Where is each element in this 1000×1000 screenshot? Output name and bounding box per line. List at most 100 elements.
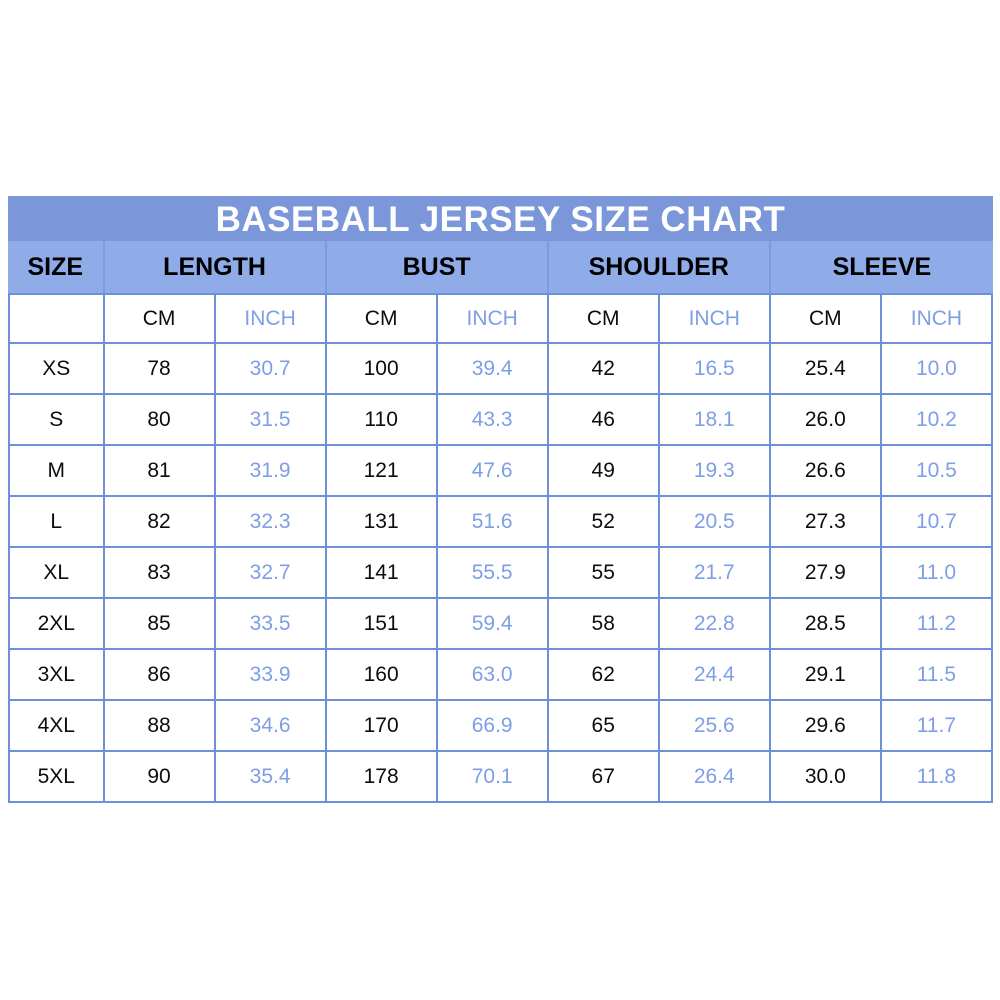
size-cell: S: [8, 395, 105, 446]
inch-value-cell: 10.5: [881, 446, 993, 497]
table-row: XS 78 30.7 100 39.4 42 16.5 25.4 10.0: [8, 344, 993, 395]
cm-value-cell: 141: [326, 548, 438, 599]
unit-label-length-cm: CM: [104, 293, 216, 344]
inch-value-cell: 10.0: [881, 344, 993, 395]
inch-value-cell: 43.3: [437, 395, 549, 446]
cm-value-cell: 30.0: [770, 752, 882, 803]
inch-value-cell: 10.2: [881, 395, 993, 446]
table-row: M 81 31.9 121 47.6 49 19.3 26.6 10.5: [8, 446, 993, 497]
cm-value-cell: 121: [326, 446, 438, 497]
unit-header-row: CM INCH CM INCH CM INCH CM INCH: [8, 293, 993, 344]
inch-value-cell: 22.8: [659, 599, 771, 650]
cm-value-cell: 110: [326, 395, 438, 446]
size-cell: M: [8, 446, 105, 497]
inch-value-cell: 11.8: [881, 752, 993, 803]
unit-label-sleeve-cm: CM: [770, 293, 882, 344]
cm-value-cell: 65: [548, 701, 660, 752]
inch-value-cell: 70.1: [437, 752, 549, 803]
table-row: XL 83 32.7 141 55.5 55 21.7 27.9 11.0: [8, 548, 993, 599]
cm-value-cell: 28.5: [770, 599, 882, 650]
table-row: 4XL 88 34.6 170 66.9 65 25.6 29.6 11.7: [8, 701, 993, 752]
inch-value-cell: 32.3: [215, 497, 327, 548]
column-header-size: SIZE: [8, 241, 105, 293]
cm-value-cell: 55: [548, 548, 660, 599]
inch-value-cell: 47.6: [437, 446, 549, 497]
cm-value-cell: 46: [548, 395, 660, 446]
inch-value-cell: 18.1: [659, 395, 771, 446]
cm-value-cell: 25.4: [770, 344, 882, 395]
inch-value-cell: 11.5: [881, 650, 993, 701]
inch-value-cell: 11.2: [881, 599, 993, 650]
cm-value-cell: 88: [104, 701, 216, 752]
table-row: 3XL 86 33.9 160 63.0 62 24.4 29.1 11.5: [8, 650, 993, 701]
blank-corner-cell: [8, 293, 105, 344]
table-row: 2XL 85 33.5 151 59.4 58 22.8 28.5 11.2: [8, 599, 993, 650]
cm-value-cell: 49: [548, 446, 660, 497]
cm-value-cell: 151: [326, 599, 438, 650]
cm-value-cell: 58: [548, 599, 660, 650]
cm-value-cell: 90: [104, 752, 216, 803]
cm-value-cell: 80: [104, 395, 216, 446]
cm-value-cell: 26.6: [770, 446, 882, 497]
inch-value-cell: 66.9: [437, 701, 549, 752]
inch-value-cell: 31.9: [215, 446, 327, 497]
inch-value-cell: 33.5: [215, 599, 327, 650]
inch-value-cell: 32.7: [215, 548, 327, 599]
inch-value-cell: 16.5: [659, 344, 771, 395]
cm-value-cell: 100: [326, 344, 438, 395]
inch-value-cell: 19.3: [659, 446, 771, 497]
cm-value-cell: 131: [326, 497, 438, 548]
cm-value-cell: 52: [548, 497, 660, 548]
unit-label-sleeve-inch: INCH: [881, 293, 993, 344]
inch-value-cell: 33.9: [215, 650, 327, 701]
size-cell: 3XL: [8, 650, 105, 701]
unit-label-shoulder-inch: INCH: [659, 293, 771, 344]
column-header-bust: BUST: [326, 241, 549, 293]
cm-value-cell: 78: [104, 344, 216, 395]
inch-value-cell: 63.0: [437, 650, 549, 701]
inch-value-cell: 35.4: [215, 752, 327, 803]
inch-value-cell: 59.4: [437, 599, 549, 650]
inch-value-cell: 20.5: [659, 497, 771, 548]
inch-value-cell: 25.6: [659, 701, 771, 752]
cm-value-cell: 85: [104, 599, 216, 650]
unit-label-bust-inch: INCH: [437, 293, 549, 344]
cm-value-cell: 82: [104, 497, 216, 548]
size-table-body: XS 78 30.7 100 39.4 42 16.5 25.4 10.0 S 80 31.5 110 4…: [8, 344, 993, 803]
table-row: S 80 31.5 110 43.3 46 18.1 26.0 10.2: [8, 395, 993, 446]
inch-value-cell: 55.5: [437, 548, 549, 599]
column-header-length: LENGTH: [104, 241, 327, 293]
cm-value-cell: 86: [104, 650, 216, 701]
inch-value-cell: 10.7: [881, 497, 993, 548]
cm-value-cell: 83: [104, 548, 216, 599]
cm-value-cell: 29.1: [770, 650, 882, 701]
inch-value-cell: 26.4: [659, 752, 771, 803]
size-cell: XL: [8, 548, 105, 599]
inch-value-cell: 34.6: [215, 701, 327, 752]
inch-value-cell: 51.6: [437, 497, 549, 548]
cm-value-cell: 62: [548, 650, 660, 701]
size-cell: 2XL: [8, 599, 105, 650]
cm-value-cell: 27.3: [770, 497, 882, 548]
inch-value-cell: 31.5: [215, 395, 327, 446]
chart-title: BASEBALL JERSEY SIZE CHART: [8, 196, 993, 241]
column-header-shoulder: SHOULDER: [548, 241, 771, 293]
cm-value-cell: 81: [104, 446, 216, 497]
table-row: L 82 32.3 131 51.6 52 20.5 27.3 10.7: [8, 497, 993, 548]
cm-value-cell: 26.0: [770, 395, 882, 446]
cm-value-cell: 170: [326, 701, 438, 752]
inch-value-cell: 30.7: [215, 344, 327, 395]
column-header-sleeve: SLEEVE: [770, 241, 993, 293]
inch-value-cell: 21.7: [659, 548, 771, 599]
size-cell: L: [8, 497, 105, 548]
size-cell: XS: [8, 344, 105, 395]
unit-label-length-inch: INCH: [215, 293, 327, 344]
cm-value-cell: 42: [548, 344, 660, 395]
inch-value-cell: 24.4: [659, 650, 771, 701]
size-table: SIZE LENGTH BUST SHOULDER SLEEVE CM INCH…: [8, 241, 993, 803]
table-header-row: SIZE LENGTH BUST SHOULDER SLEEVE: [8, 241, 993, 293]
table-row: 5XL 90 35.4 178 70.1 67 26.4 30.0 11.8: [8, 752, 993, 803]
cm-value-cell: 178: [326, 752, 438, 803]
size-chart-card: BASEBALL JERSEY SIZE CHART SIZE LENGTH B…: [8, 196, 993, 803]
unit-label-bust-cm: CM: [326, 293, 438, 344]
